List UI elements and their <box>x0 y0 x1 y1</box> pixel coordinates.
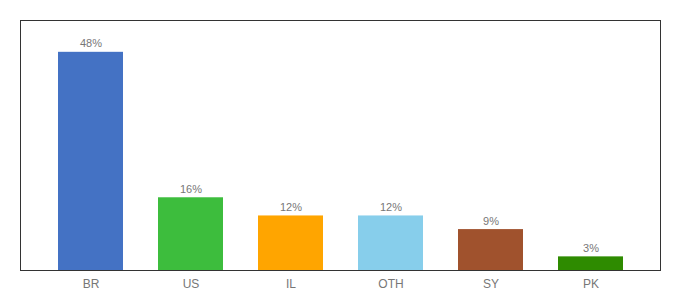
svg-text:SY: SY <box>483 277 499 291</box>
svg-text:BR: BR <box>83 277 100 291</box>
svg-text:PK: PK <box>583 277 599 291</box>
svg-text:12%: 12% <box>380 201 402 213</box>
svg-text:9%: 9% <box>483 215 499 227</box>
svg-text:IL: IL <box>286 277 296 291</box>
svg-text:12%: 12% <box>280 201 302 213</box>
svg-text:48%: 48% <box>80 37 102 49</box>
svg-text:US: US <box>183 277 200 291</box>
svg-text:16%: 16% <box>180 183 202 195</box>
svg-text:3%: 3% <box>583 242 599 254</box>
svg-text:OTH: OTH <box>378 277 403 291</box>
